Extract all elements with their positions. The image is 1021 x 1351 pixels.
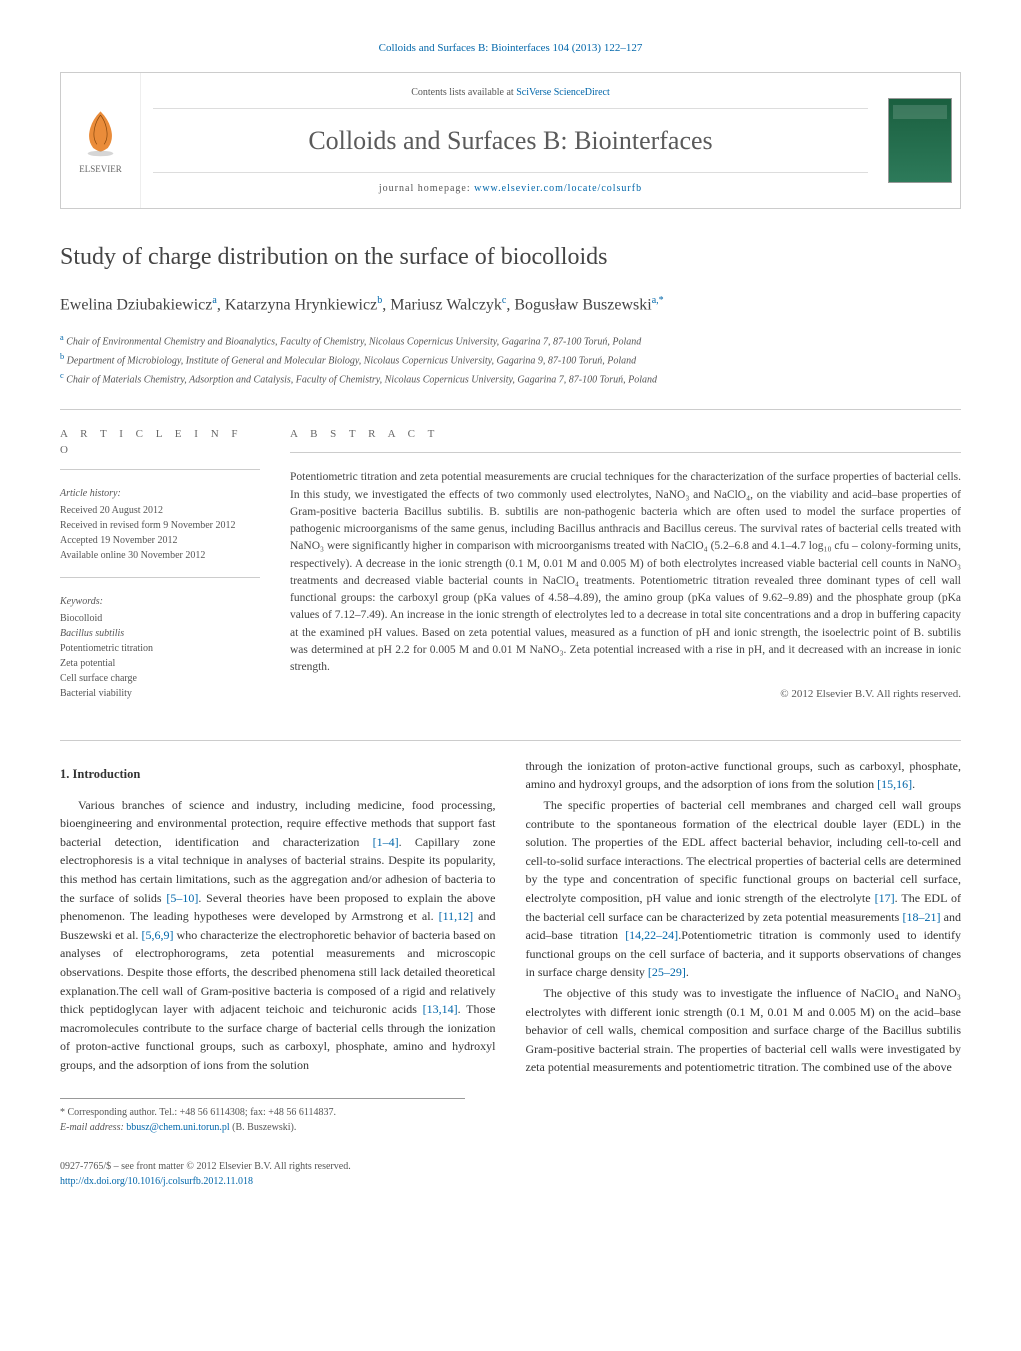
divider-info bbox=[60, 469, 260, 470]
author-3[interactable]: Mariusz Walczyk bbox=[390, 296, 502, 313]
authors-line: Ewelina Dziubakiewicz a, Katarzyna Hrynki… bbox=[60, 293, 961, 317]
article-info-column: A R T I C L E I N F O Article history: R… bbox=[60, 426, 260, 715]
sciencedirect-link[interactable]: SciVerse ScienceDirect bbox=[516, 87, 610, 98]
meta-abstract-row: A R T I C L E I N F O Article history: R… bbox=[60, 426, 961, 715]
abstract-text: Potentiometric titration and zeta potent… bbox=[290, 469, 961, 676]
abstract-copyright: © 2012 Elsevier B.V. All rights reserved… bbox=[290, 686, 961, 703]
history-received: Received 20 August 2012 bbox=[60, 503, 260, 518]
intro-paragraph-3: The objective of this study was to inves… bbox=[526, 984, 962, 1077]
keyword-1: Biocolloid bbox=[60, 611, 260, 626]
p2a: The specific properties of bacterial cel… bbox=[526, 798, 962, 905]
history-online: Available online 30 November 2012 bbox=[60, 548, 260, 563]
affiliation-c: c Chair of Materials Chemistry, Adsorpti… bbox=[60, 369, 961, 388]
ref-25-29[interactable]: [25–29] bbox=[648, 965, 686, 979]
divider-keywords bbox=[60, 577, 260, 578]
footnote-email-line: E-mail address: bbusz@chem.uni.torun.pl … bbox=[60, 1120, 465, 1135]
homepage-pre: journal homepage: bbox=[379, 183, 474, 194]
doi-link[interactable]: http://dx.doi.org/10.1016/j.colsurfb.201… bbox=[60, 1176, 253, 1187]
author-2-aff: b bbox=[377, 295, 382, 306]
journal-cover-container bbox=[880, 73, 960, 208]
keyword-6: Bacterial viability bbox=[60, 686, 260, 701]
elsevier-logo[interactable]: ELSEVIER bbox=[61, 73, 141, 208]
author-1[interactable]: Ewelina Dziubakiewicz bbox=[60, 296, 212, 313]
section-1-title: 1. Introduction bbox=[60, 765, 496, 784]
ref-13-14[interactable]: [13,14] bbox=[423, 1002, 458, 1016]
email-post: (B. Buszewski). bbox=[230, 1122, 297, 1133]
aff-a-text: Chair of Environmental Chemistry and Bio… bbox=[64, 336, 642, 347]
divider-abstract bbox=[290, 452, 961, 453]
ref-15-16[interactable]: [15,16] bbox=[877, 777, 912, 791]
keywords-block: Keywords: Biocolloid Bacillus subtilis P… bbox=[60, 594, 260, 701]
ref-5-10[interactable]: [5–10] bbox=[166, 891, 198, 905]
journal-header-box: ELSEVIER Contents lists available at Sci… bbox=[60, 72, 961, 209]
author-4-aff: a, bbox=[652, 295, 659, 306]
ref-14-22-24[interactable]: [14,22–24] bbox=[625, 928, 678, 942]
keyword-2: Bacillus subtilis bbox=[60, 626, 260, 641]
email-label: E-mail address: bbox=[60, 1122, 126, 1133]
author-2[interactable]: Katarzyna Hrynkiewicz bbox=[225, 296, 377, 313]
history-accepted: Accepted 19 November 2012 bbox=[60, 533, 260, 548]
history-revised: Received in revised form 9 November 2012 bbox=[60, 518, 260, 533]
body-two-columns: 1. Introduction Various branches of scie… bbox=[60, 757, 961, 1078]
intro-paragraph-1: Various branches of science and industry… bbox=[60, 796, 496, 1075]
keyword-5: Cell surface charge bbox=[60, 671, 260, 686]
p2e: . bbox=[686, 965, 689, 979]
journal-homepage-line: journal homepage: www.elsevier.com/locat… bbox=[153, 172, 868, 196]
header-citation: Colloids and Surfaces B: Biointerfaces 1… bbox=[60, 40, 961, 57]
corresponding-author-footnote: * Corresponding author. Tel.: +48 56 611… bbox=[60, 1098, 465, 1135]
article-history-block: Article history: Received 20 August 2012… bbox=[60, 486, 260, 563]
elsevier-tree-icon bbox=[73, 104, 128, 159]
ref-18-21[interactable]: [18–21] bbox=[902, 910, 940, 924]
history-label: Article history: bbox=[60, 486, 260, 501]
contents-available-line: Contents lists available at SciVerse Sci… bbox=[153, 85, 868, 109]
header-center: Contents lists available at SciVerse Sci… bbox=[141, 73, 880, 208]
footer-front-matter: 0927-7765/$ – see front matter © 2012 El… bbox=[60, 1159, 961, 1174]
corresponding-mark: * bbox=[659, 295, 664, 306]
ref-1-4[interactable]: [1–4] bbox=[373, 835, 399, 849]
corresponding-email-link[interactable]: bbusz@chem.uni.torun.pl bbox=[126, 1122, 229, 1133]
keyword-3: Potentiometric titration bbox=[60, 641, 260, 656]
affiliations-block: a Chair of Environmental Chemistry and B… bbox=[60, 331, 961, 389]
intro-paragraph-1-cont: through the ionization of proton-active … bbox=[526, 757, 962, 794]
aff-b-text: Department of Microbiology, Institute of… bbox=[64, 355, 636, 366]
article-title: Study of charge distribution on the surf… bbox=[60, 239, 961, 275]
intro-paragraph-2: The specific properties of bacterial cel… bbox=[526, 796, 962, 982]
publisher-name: ELSEVIER bbox=[79, 163, 122, 177]
ref-5-6-9[interactable]: [5,6,9] bbox=[141, 928, 173, 942]
aff-c-text: Chair of Materials Chemistry, Adsorption… bbox=[64, 375, 657, 386]
author-1-aff: a bbox=[212, 295, 216, 306]
page-footer: 0927-7765/$ – see front matter © 2012 El… bbox=[60, 1159, 961, 1189]
keyword-4: Zeta potential bbox=[60, 656, 260, 671]
abstract-column: A B S T R A C T Potentiometric titration… bbox=[290, 426, 961, 715]
affiliation-b: b Department of Microbiology, Institute … bbox=[60, 350, 961, 369]
abstract-heading: A B S T R A C T bbox=[290, 426, 961, 443]
footnote-corr: * Corresponding author. Tel.: +48 56 611… bbox=[60, 1105, 465, 1120]
affiliation-a: a Chair of Environmental Chemistry and B… bbox=[60, 331, 961, 350]
ref-17[interactable]: [17] bbox=[875, 891, 895, 905]
divider-top bbox=[60, 409, 961, 410]
journal-title: Colloids and Surfaces B: Biointerfaces bbox=[153, 121, 868, 160]
keywords-label: Keywords: bbox=[60, 594, 260, 609]
contents-pre: Contents lists available at bbox=[411, 87, 516, 98]
journal-cover-thumbnail[interactable] bbox=[888, 98, 952, 183]
article-info-heading: A R T I C L E I N F O bbox=[60, 426, 260, 459]
author-4[interactable]: Bogusław Buszewski bbox=[514, 296, 651, 313]
journal-homepage-link[interactable]: www.elsevier.com/locate/colsurfb bbox=[474, 183, 642, 194]
ref-11-12[interactable]: [11,12] bbox=[439, 909, 474, 923]
divider-body bbox=[60, 740, 961, 741]
author-3-aff: c bbox=[502, 295, 506, 306]
